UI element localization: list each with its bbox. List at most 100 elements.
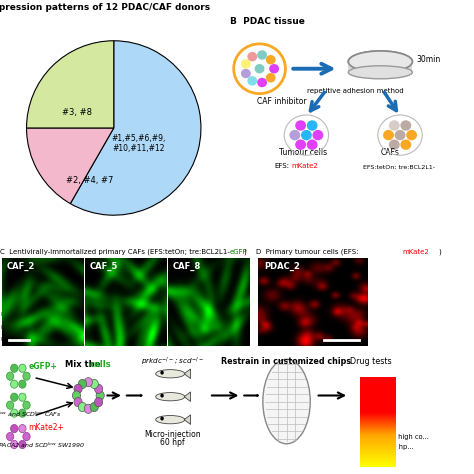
Legend: Type I Tumor$^{low}$ & Stroma$^{low}$, Type II Tumor$^{high}$ & Stroma$^{low}$, : Type I Tumor$^{low}$ & Stroma$^{low}$, T…: [0, 308, 83, 347]
Circle shape: [401, 120, 411, 131]
Text: #1,#5,#6,#9,
#10,#11,#12: #1,#5,#6,#9, #10,#11,#12: [111, 134, 165, 154]
Circle shape: [7, 432, 14, 441]
Text: 120 hp...: 120 hp...: [384, 444, 413, 450]
Text: Micro-injection: Micro-injection: [144, 429, 201, 438]
Circle shape: [301, 130, 312, 140]
Ellipse shape: [348, 66, 412, 79]
Circle shape: [10, 409, 18, 417]
Text: 60 hpf: 60 hpf: [160, 438, 185, 447]
Text: 30min: 30min: [416, 55, 440, 64]
Text: Tumour cells: Tumour cells: [279, 148, 328, 157]
Text: Drug tests: Drug tests: [350, 357, 392, 366]
Circle shape: [10, 380, 18, 388]
Circle shape: [257, 50, 267, 60]
Circle shape: [266, 73, 276, 82]
Circle shape: [84, 378, 92, 387]
Circle shape: [74, 398, 82, 407]
Text: CAF_8: CAF_8: [173, 262, 201, 271]
Text: mKate2+: mKate2+: [28, 423, 64, 432]
Circle shape: [295, 139, 306, 150]
Circle shape: [19, 409, 26, 417]
Circle shape: [295, 120, 306, 131]
Circle shape: [383, 130, 394, 140]
Circle shape: [10, 440, 18, 448]
Circle shape: [19, 425, 26, 433]
Text: Typhoon high co...: Typhoon high co...: [368, 434, 429, 440]
Polygon shape: [184, 369, 191, 379]
Circle shape: [160, 417, 164, 420]
Circle shape: [23, 401, 30, 409]
Text: Mix the: Mix the: [64, 359, 103, 368]
Text: ): ): [244, 248, 246, 255]
Circle shape: [94, 384, 103, 393]
Circle shape: [90, 379, 99, 389]
Text: CAF_2: CAF_2: [7, 262, 35, 271]
Ellipse shape: [155, 370, 185, 378]
Circle shape: [290, 130, 301, 140]
Circle shape: [78, 379, 86, 389]
Bar: [348, 62, 412, 72]
Circle shape: [266, 55, 276, 64]
Circle shape: [74, 384, 82, 393]
Circle shape: [247, 76, 257, 86]
Ellipse shape: [348, 51, 412, 73]
Circle shape: [10, 393, 18, 401]
Text: D  Primary tumour cells (EFS:: D Primary tumour cells (EFS:: [256, 248, 358, 255]
Circle shape: [23, 432, 30, 441]
Circle shape: [19, 364, 26, 372]
Ellipse shape: [155, 392, 185, 401]
Polygon shape: [184, 415, 191, 424]
Circle shape: [395, 130, 405, 140]
Circle shape: [19, 393, 26, 401]
Text: #2, #4, #7: #2, #4, #7: [66, 176, 113, 185]
Text: $prkdc^{-/-}$; $scd^{-/-}$: $prkdc^{-/-}$; $scd^{-/-}$: [141, 356, 204, 368]
Text: CAFs: CAFs: [380, 148, 399, 157]
Wedge shape: [70, 41, 201, 215]
Text: CAF inhibitor: CAF inhibitor: [257, 97, 307, 106]
Circle shape: [19, 380, 26, 388]
Ellipse shape: [263, 359, 310, 444]
Circle shape: [307, 120, 318, 131]
Text: Restrain in customized chips: Restrain in customized chips: [221, 357, 352, 366]
Text: $^{low}$ and SCD$^{low}$ CAFs: $^{low}$ and SCD$^{low}$ CAFs: [0, 410, 62, 419]
Circle shape: [307, 139, 318, 150]
Text: B  PDAC tissue: B PDAC tissue: [230, 17, 305, 26]
Circle shape: [90, 402, 98, 411]
Circle shape: [23, 372, 30, 380]
Text: C  Lentivirally-immortalized primary CAFs (EFS:tetOn; tre:BCL2L1-: C Lentivirally-immortalized primary CAFs…: [0, 248, 230, 255]
Circle shape: [7, 372, 14, 380]
Circle shape: [78, 402, 86, 411]
Circle shape: [160, 371, 164, 374]
Circle shape: [406, 130, 417, 140]
Circle shape: [401, 139, 411, 150]
Circle shape: [10, 425, 18, 433]
Circle shape: [312, 130, 323, 140]
Polygon shape: [184, 392, 191, 401]
Circle shape: [247, 52, 257, 61]
Circle shape: [389, 139, 400, 150]
Text: eGFP+: eGFP+: [28, 362, 57, 371]
Text: CAF_5: CAF_5: [90, 262, 118, 271]
Circle shape: [96, 391, 104, 400]
Circle shape: [7, 401, 14, 409]
Circle shape: [10, 364, 18, 372]
Text: #3, #8: #3, #8: [62, 108, 92, 117]
Circle shape: [257, 78, 267, 87]
Circle shape: [255, 64, 264, 73]
Text: mKate2: mKate2: [292, 163, 319, 169]
Text: mKate2: mKate2: [402, 249, 429, 255]
Text: EFS:: EFS:: [274, 163, 289, 169]
Circle shape: [19, 440, 26, 448]
Circle shape: [94, 398, 103, 407]
Circle shape: [84, 404, 92, 413]
Circle shape: [73, 391, 81, 400]
Ellipse shape: [155, 416, 185, 424]
Wedge shape: [27, 128, 114, 204]
Circle shape: [241, 59, 251, 69]
Wedge shape: [27, 41, 114, 128]
Circle shape: [241, 69, 251, 78]
Text: EFS:tetOn; tre:BCL2L1-: EFS:tetOn; tre:BCL2L1-: [363, 164, 435, 169]
Text: PDAC_2: PDAC_2: [264, 262, 300, 271]
Ellipse shape: [348, 51, 412, 73]
Circle shape: [160, 394, 164, 398]
